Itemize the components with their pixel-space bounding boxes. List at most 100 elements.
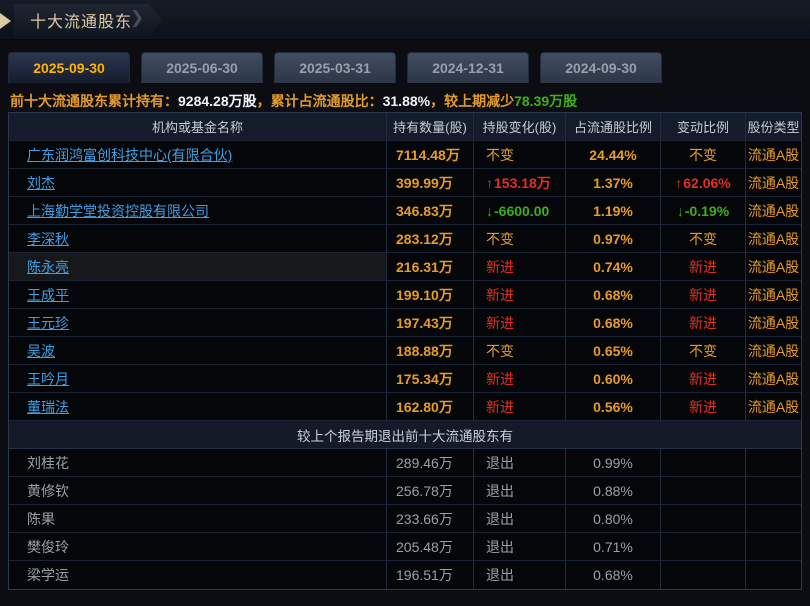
table-row[interactable]: 王元珍 197.43万 新进 0.68% 新进 流通A股 [9,309,801,337]
column-header: 持股变化(股) [474,113,566,140]
cell-share-type: 流通A股 [746,169,801,196]
ratio-value: 1.19% [593,202,633,219]
cell-change: 新进 [661,281,746,308]
cell-float-ratio: 0.88% [566,477,661,504]
cell-shareholder-name: 王吟月 [9,365,387,392]
cell-change: 新进 [474,393,566,420]
cell-float-ratio: 24.44% [566,141,661,168]
cell-shareholder-name: 李深秋 [9,225,387,252]
change-value: 新进 [689,370,717,387]
cell-holding-qty: 216.31万 [387,253,474,280]
exited-shareholder-name: 黄修钦 [27,482,69,499]
qty-value: 175.34万 [396,370,453,387]
ratio-value: 1.37% [593,174,633,191]
up-arrow-icon: ↑ [675,174,683,191]
ratio-value: 0.68% [593,286,633,303]
cell-share-type-empty [746,505,801,532]
summary-label-decrease: ，较上期减少 [430,93,515,109]
breadcrumb-arrow-icon [0,13,11,29]
cell-float-ratio: 0.65% [566,337,661,364]
ratio-value: 0.65% [593,342,633,359]
table-row[interactable]: 王成平 199.10万 新进 0.68% 新进 流通A股 [9,281,801,309]
cell-change: 不变 [661,141,746,168]
cell-change: 新进 [661,309,746,336]
cell-share-type-empty [746,477,801,504]
cell-float-ratio: 0.68% [566,309,661,336]
ratio-value: 0.97% [593,230,633,247]
shareholder-link[interactable]: 王成平 [27,286,69,303]
qty-value: 162.80万 [396,398,453,415]
shareholder-link[interactable]: 董瑞法 [27,398,69,415]
change-value: 新进 [689,314,717,331]
cell-share-type-empty [746,449,801,476]
cell-change: 不变 [661,337,746,364]
cell-shareholder-name: 王元珍 [9,309,387,336]
cell-shareholder-name: 上海勤学堂投资控股有限公司 [9,197,387,224]
qty-value: 197.43万 [396,314,453,331]
summary-total-shares: 9284.28万股 [178,93,257,109]
cell-shareholder-name: 董瑞法 [9,393,387,420]
qty-value: 233.66万 [396,510,453,527]
cell-holding-qty: 175.34万 [387,365,474,392]
change-value: ↑153.18万 [486,174,551,191]
cell-change: 新进 [474,281,566,308]
ratio-value: 0.74% [593,258,633,275]
change-value: 不变 [486,230,514,247]
down-arrow-icon: ↓ [676,202,684,219]
tab-2024-09-30[interactable]: 2024-09-30 [540,52,662,83]
share-type-value: 流通A股 [747,230,800,247]
change-value: 新进 [689,258,717,275]
exited-table-row: 刘桂花 289.46万 退出 0.99% [9,449,801,477]
cell-float-ratio: 0.74% [566,253,661,280]
cell-holding-qty: 399.99万 [387,169,474,196]
exit-status: 退出 [486,454,514,471]
cell-share-type: 流通A股 [746,393,801,420]
cell-change: 退出 [474,533,566,560]
cell-holding-qty: 7114.48万 [387,141,474,168]
tab-2025-06-30[interactable]: 2025-06-30 [141,52,263,83]
cell-holding-qty: 283.12万 [387,225,474,252]
tab-2025-09-30[interactable]: 2025-09-30 [8,52,130,83]
tab-2024-12-31[interactable]: 2024-12-31 [407,52,529,83]
shareholder-link[interactable]: 王元珍 [27,314,69,331]
shareholder-link[interactable]: 广东润鸿富创科技中心(有限合伙) [27,146,233,163]
report-date-tabs: 2025-09-30 2025-06-30 2025-03-31 2024-12-31… [8,52,673,84]
shareholder-link[interactable]: 刘杰 [27,174,55,191]
cell-share-type: 流通A股 [746,281,801,308]
cell-share-type: 流通A股 [746,337,801,364]
table-row[interactable]: 陈永亮 216.31万 新进 0.74% 新进 流通A股 [9,253,801,281]
shareholder-link[interactable]: 上海勤学堂投资控股有限公司 [27,202,209,219]
change-value: 不变 [689,146,717,163]
cell-holding-qty: 199.10万 [387,281,474,308]
qty-value: 188.88万 [396,342,453,359]
tab-2025-03-31[interactable]: 2025-03-31 [274,52,396,83]
cell-shareholder-name: 刘杰 [9,169,387,196]
table-row[interactable]: 董瑞法 162.80万 新进 0.56% 新进 流通A股 [9,393,801,421]
table-row[interactable]: 吴波 188.88万 不变 0.65% 不变 流通A股 [9,337,801,365]
table-row[interactable]: 广东润鸿富创科技中心(有限合伙) 7114.48万 不变 24.44% 不变 流通A股 [9,141,801,169]
shareholder-link[interactable]: 李深秋 [27,230,69,247]
chevron-right-icon: ❯ [130,8,145,27]
exited-section-header: 较上个报告期退出前十大流通股东有 [9,421,801,449]
shareholder-link[interactable]: 王吟月 [27,370,69,387]
table-row[interactable]: 李深秋 283.12万 不变 0.97% 不变 流通A股 [9,225,801,253]
shareholder-link[interactable]: 吴波 [27,342,55,359]
cell-float-ratio: 0.71% [566,533,661,560]
ratio-value: 0.68% [593,567,633,583]
exit-status: 退出 [486,567,514,583]
cell-change: 新进 [474,365,566,392]
exited-shareholder-name: 梁学运 [27,567,69,583]
column-header: 持有数量(股) [387,113,474,140]
cell-holding-qty: 289.46万 [387,449,474,476]
qty-value: 346.83万 [396,202,453,219]
change-value: 新进 [486,258,514,275]
page-title-tab[interactable]: 十大流通股东 [14,4,162,36]
table-row[interactable]: 王吟月 175.34万 新进 0.60% 新进 流通A股 [9,365,801,393]
shareholder-link[interactable]: 陈永亮 [27,258,69,275]
cell-holding-qty: 197.43万 [387,309,474,336]
qty-value: 289.46万 [396,454,453,471]
cell-change: 新进 [661,253,746,280]
table-row[interactable]: 上海勤学堂投资控股有限公司 346.83万 ↓-6600.00 1.19% ↓-0.19… [9,197,801,225]
table-row[interactable]: 刘杰 399.99万 ↑153.18万 1.37% ↑62.06% 流通A股 [9,169,801,197]
